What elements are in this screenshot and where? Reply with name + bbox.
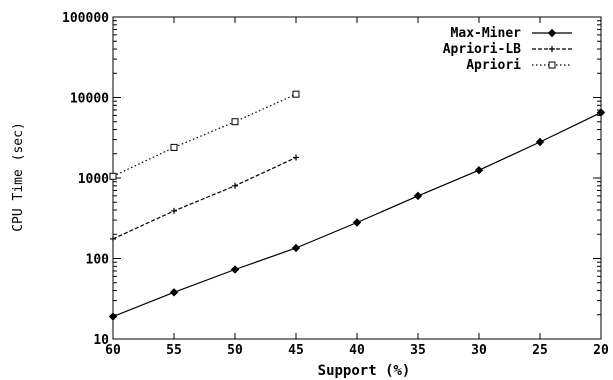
legend-label-max-miner: Max-Miner <box>451 26 522 41</box>
data-point-apriori-lb <box>171 207 177 214</box>
data-point-max-miner <box>596 108 606 117</box>
x-tick-label: 55 <box>166 343 182 358</box>
data-point-max-miner <box>413 191 423 201</box>
series-line-apriori-lb <box>112 156 297 240</box>
legend-marker-apriori-lb <box>549 46 555 52</box>
data-point-max-miner <box>291 243 301 253</box>
data-point-apriori-lb <box>110 235 116 242</box>
legend-label-apriori: Apriori <box>466 58 521 73</box>
y-tick-label: 1000 <box>78 172 109 187</box>
x-tick-label: 25 <box>532 343 548 358</box>
data-point-max-miner <box>169 288 179 297</box>
data-point-apriori <box>170 143 178 151</box>
data-point-apriori-lb <box>232 182 238 189</box>
y-tick-label: 10 <box>93 333 109 348</box>
series-line-apriori <box>112 93 297 177</box>
y-tick-label: 100 <box>86 253 110 268</box>
data-point-apriori <box>292 90 300 98</box>
data-point-apriori-lb <box>293 154 299 161</box>
legend-marker-apriori <box>548 61 556 69</box>
y-tick-label: 100000 <box>62 11 109 26</box>
y-axis-label: CPU Time (sec) <box>11 122 26 232</box>
data-point-apriori <box>109 172 117 180</box>
x-tick-label: 60 <box>105 343 121 358</box>
axes: 60 55 50 45 40 35 30 25 20 10 100 1000 10000 100000 <box>62 11 609 358</box>
x-tick-label: 30 <box>471 343 487 358</box>
x-tick-label: 35 <box>410 343 426 358</box>
y-tick-label: 10000 <box>70 92 109 107</box>
data-point-max-miner <box>108 312 118 321</box>
legend-marker-max-miner <box>547 28 557 38</box>
x-tick-label: 40 <box>349 343 365 358</box>
data-point-max-miner <box>230 265 240 274</box>
x-tick-label: 20 <box>593 343 609 358</box>
series-lines <box>112 93 602 318</box>
series-line-max-miner <box>112 112 602 318</box>
x-tick-label: 50 <box>227 343 243 358</box>
plot-frame <box>112 16 602 340</box>
legend-label-apriori-lb: Apriori-LB <box>443 42 521 57</box>
data-point-max-miner <box>352 218 362 227</box>
data-point-max-miner <box>535 137 545 147</box>
data-point-apriori <box>231 118 239 126</box>
x-axis-label: Support (%) <box>318 363 411 379</box>
data-point-max-miner <box>474 165 484 175</box>
series-markers <box>108 90 606 321</box>
x-tick-label: 45 <box>288 343 304 358</box>
